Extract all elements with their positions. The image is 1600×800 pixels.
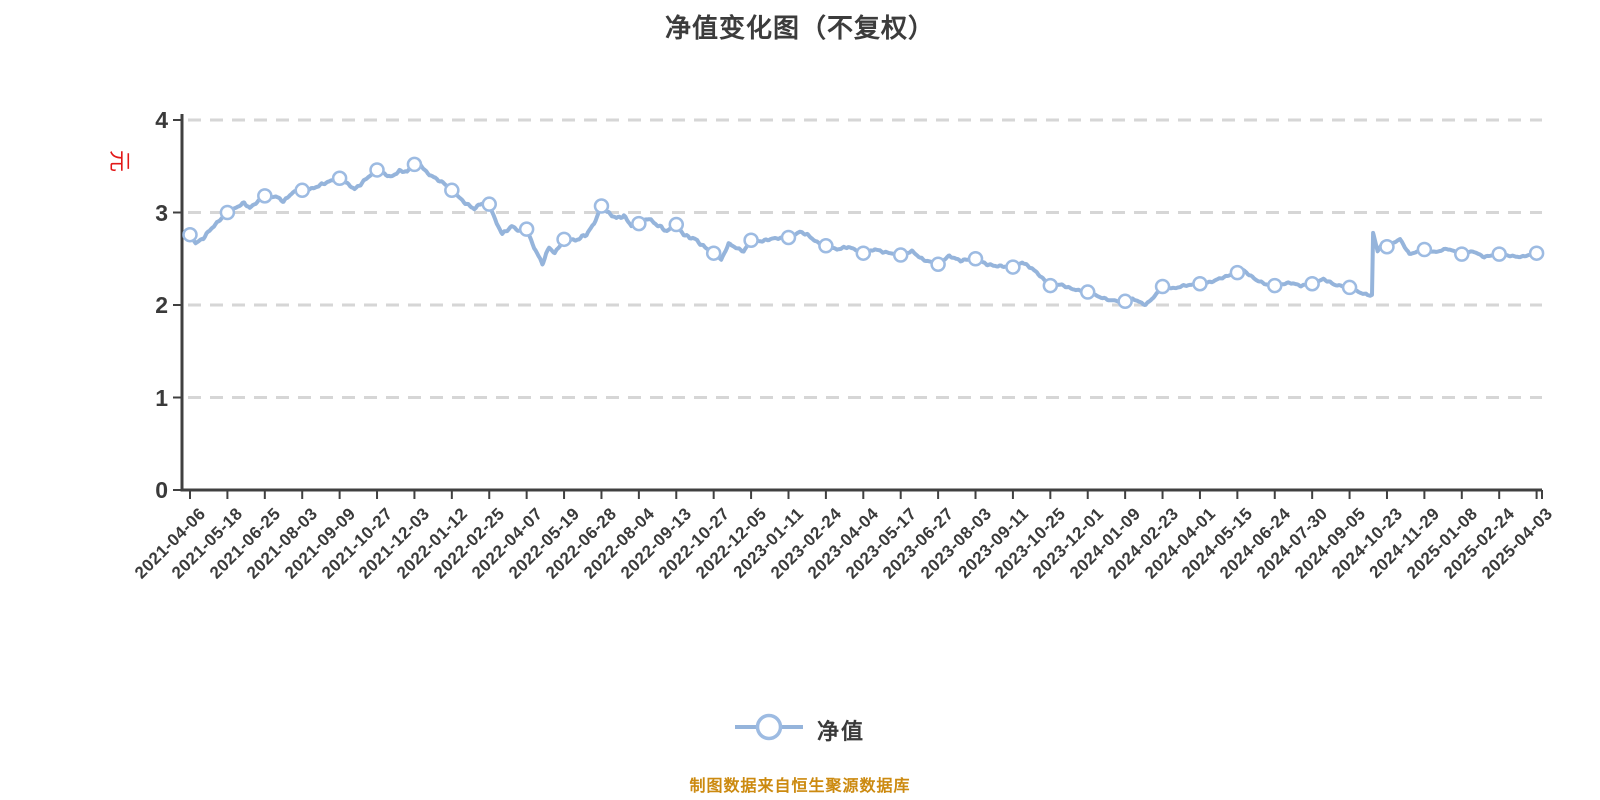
legend-line-marker-icon xyxy=(734,710,803,749)
data-point-marker[interactable] xyxy=(892,247,909,263)
data-point-marker[interactable] xyxy=(631,215,647,232)
y-axis-label: 3 xyxy=(155,199,168,226)
legend-item-netvalue[interactable]: 净值 xyxy=(734,710,866,749)
data-point-marker[interactable] xyxy=(1079,284,1096,300)
data-point-marker[interactable] xyxy=(481,196,497,212)
data-point-marker[interactable] xyxy=(1491,246,1507,262)
data-point-marker[interactable] xyxy=(593,198,610,214)
data-point-marker[interactable] xyxy=(1117,293,1133,310)
data-point-marker[interactable] xyxy=(406,156,423,173)
data-point-marker[interactable] xyxy=(855,245,872,261)
data-point-marker[interactable] xyxy=(1454,246,1470,262)
data-point-marker[interactable] xyxy=(556,231,572,248)
data-point-marker[interactable] xyxy=(1416,241,1433,258)
data-point-marker[interactable] xyxy=(219,204,236,221)
data-point-marker[interactable] xyxy=(369,162,385,178)
data-point-marker[interactable] xyxy=(1005,259,1021,275)
data-point-marker[interactable] xyxy=(1267,277,1283,294)
y-axis-label: 0 xyxy=(155,477,168,503)
data-point-marker[interactable] xyxy=(1192,275,1208,292)
data-point-marker[interactable] xyxy=(1154,278,1171,295)
y-axis-label: 1 xyxy=(155,384,168,411)
data-point-marker[interactable] xyxy=(1379,238,1395,255)
data-point-marker[interactable] xyxy=(930,256,946,273)
data-point-marker[interactable] xyxy=(743,232,759,248)
y-axis-label: 4 xyxy=(155,107,168,133)
data-point-marker[interactable] xyxy=(1229,264,1246,281)
data-point-marker[interactable] xyxy=(1042,277,1059,294)
data-point-marker[interactable] xyxy=(967,251,984,267)
data-point-marker[interactable] xyxy=(444,182,460,199)
data-point-marker[interactable] xyxy=(1341,279,1358,296)
netvalue-line-series xyxy=(188,159,1538,307)
data-point-marker[interactable] xyxy=(257,188,273,204)
legend-label: 净值 xyxy=(816,718,866,744)
data-point-marker[interactable] xyxy=(518,221,535,237)
data-point-marker[interactable] xyxy=(705,245,722,261)
data-point-marker[interactable] xyxy=(294,182,310,199)
data-point-marker[interactable] xyxy=(1304,275,1320,292)
data-point-marker[interactable] xyxy=(668,216,685,233)
data-source-note: 制图数据来自恒生聚源数据库 xyxy=(689,778,911,795)
legend-circle xyxy=(755,713,783,741)
data-point-marker[interactable] xyxy=(182,226,198,243)
data-point-marker[interactable] xyxy=(780,229,797,246)
data-point-marker[interactable] xyxy=(331,170,348,187)
data-point-marker[interactable] xyxy=(818,238,834,254)
data-point-marker[interactable] xyxy=(1528,245,1545,261)
chart-title: 净值变化图（不复权） xyxy=(664,13,935,43)
y-axis-label: 2 xyxy=(155,292,168,318)
